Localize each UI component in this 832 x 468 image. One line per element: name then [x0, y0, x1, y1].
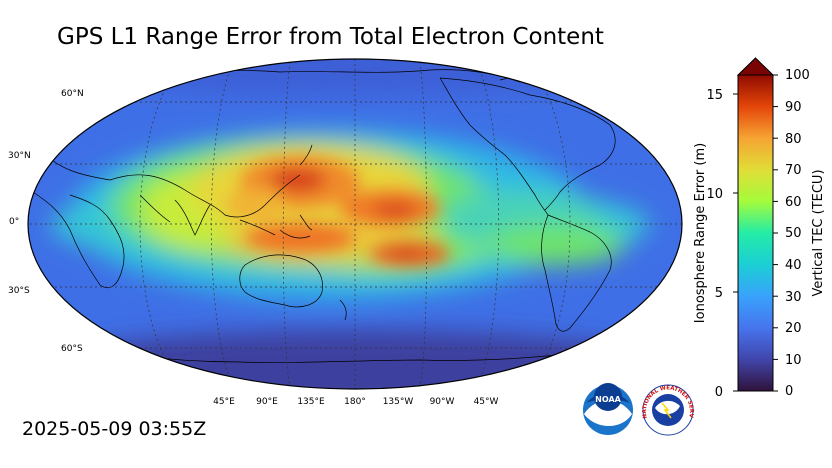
right-tick-0: 0	[785, 384, 793, 399]
right-tick-90: 90	[785, 100, 802, 115]
lat-label-30s: 30°S	[8, 286, 30, 296]
left-tick-5: 5	[715, 286, 723, 301]
right-tick-100: 100	[785, 68, 810, 83]
left-axis-title: Ionosphere Range Error (m)	[693, 143, 708, 323]
noaa-logo: NOAA	[583, 383, 633, 435]
right-tick-30: 30	[785, 290, 802, 305]
lat-label-60n: 60°N	[61, 89, 84, 99]
globe-outline	[27, 58, 683, 390]
lon-label-90w: 90°W	[429, 397, 455, 407]
timestamp: 2025-05-09 03:55Z	[22, 418, 207, 440]
left-tick-0: 0	[715, 385, 723, 400]
noaa-logo-text: NOAA	[595, 395, 621, 404]
colorbar: 0 10 20 30 40 50 60 70 80 90 100 0 5 10 …	[693, 57, 826, 400]
lat-label-30n: 30°N	[8, 151, 31, 161]
lon-label-180: 180°	[344, 397, 366, 407]
left-tick-15: 15	[706, 88, 723, 103]
left-tick-10: 10	[706, 187, 723, 202]
lon-label-45w: 45°W	[473, 397, 499, 407]
tec-field	[28, 59, 682, 389]
lon-label-90e: 90°E	[256, 397, 278, 407]
right-axis-title: Vertical TEC (TECU)	[811, 169, 826, 296]
right-tick-80: 80	[785, 132, 802, 147]
right-tick-60: 60	[785, 195, 802, 210]
lon-label-135e: 135°E	[297, 397, 325, 407]
lat-label-0: 0°	[9, 217, 20, 227]
right-tick-70: 70	[785, 163, 802, 178]
right-tick-10: 10	[785, 353, 802, 368]
lat-label-60s: 60°S	[61, 344, 83, 354]
lon-label-45e: 45°E	[213, 397, 235, 407]
right-tick-50: 50	[785, 226, 802, 241]
page-title: GPS L1 Range Error from Total Electron C…	[57, 24, 604, 50]
lon-label-135w: 135°W	[382, 397, 414, 407]
right-tick-20: 20	[785, 321, 802, 336]
right-tick-40: 40	[785, 258, 802, 273]
